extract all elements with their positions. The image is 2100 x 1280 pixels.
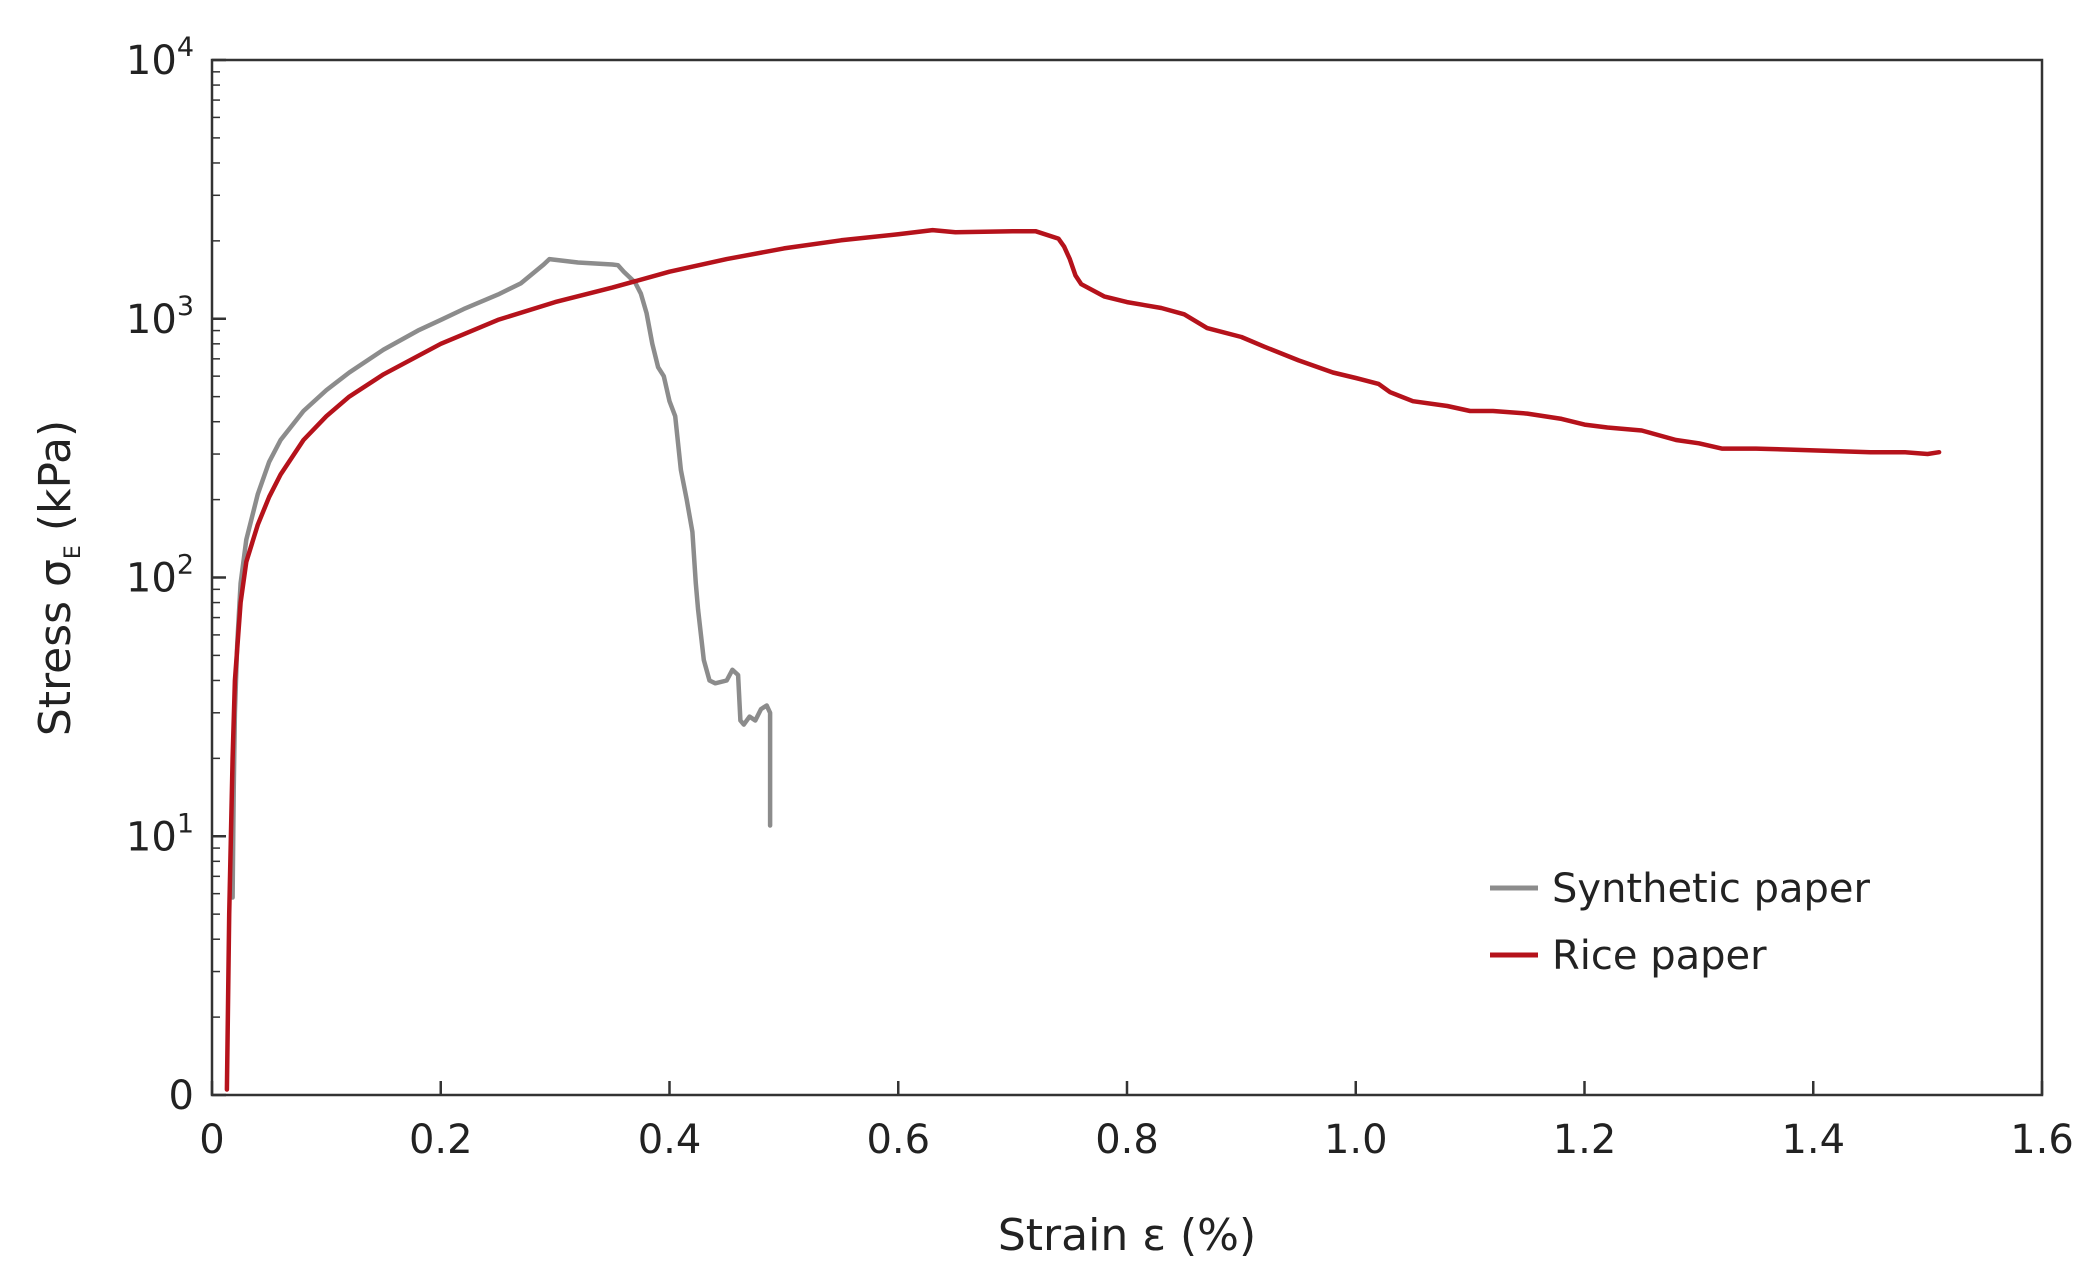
y-tick-label: 104	[126, 32, 194, 84]
series-line-synthetic-paper	[230, 256, 773, 900]
x-tick-label: 0.2	[409, 1117, 473, 1163]
y-minor-ticks	[212, 71, 220, 1018]
x-tick-label: 1.4	[1781, 1117, 1845, 1163]
legend-label-rice: Rice paper	[1552, 933, 1767, 979]
x-tick-label: 1.6	[2010, 1117, 2074, 1163]
x-tick-label: 1.0	[1324, 1117, 1388, 1163]
y-axis-title: Stress σE (kPa)	[30, 420, 86, 736]
y-tick-label: 103	[126, 291, 194, 343]
x-tick-label: 0.6	[866, 1117, 930, 1163]
y-tick-label: 0	[169, 1073, 194, 1119]
x-axis-ticks: 0 0.2 0.4 0.6 0.8 1.0 1.2 1.4 1.6	[199, 1081, 2074, 1163]
plot-frame	[210, 58, 2044, 1097]
y-tick-label: 101	[126, 808, 194, 860]
y-tick-label: 102	[126, 550, 194, 602]
x-tick-label: 0.8	[1095, 1117, 1159, 1163]
legend-label-synthetic: Synthetic paper	[1552, 866, 1870, 912]
x-tick-label: 1.2	[1553, 1117, 1617, 1163]
x-axis-title: Strain ε (%)	[998, 1210, 1256, 1261]
legend: Synthetic paper Rice paper	[1490, 866, 1870, 979]
x-tick-label: 0	[199, 1117, 224, 1163]
series-layer	[224, 227, 1942, 1092]
series-line-rice-paper	[224, 227, 1942, 1092]
y-axis-ticks: 0 101 102 103 104	[126, 32, 226, 1119]
x-tick-label: 0.4	[638, 1117, 702, 1163]
